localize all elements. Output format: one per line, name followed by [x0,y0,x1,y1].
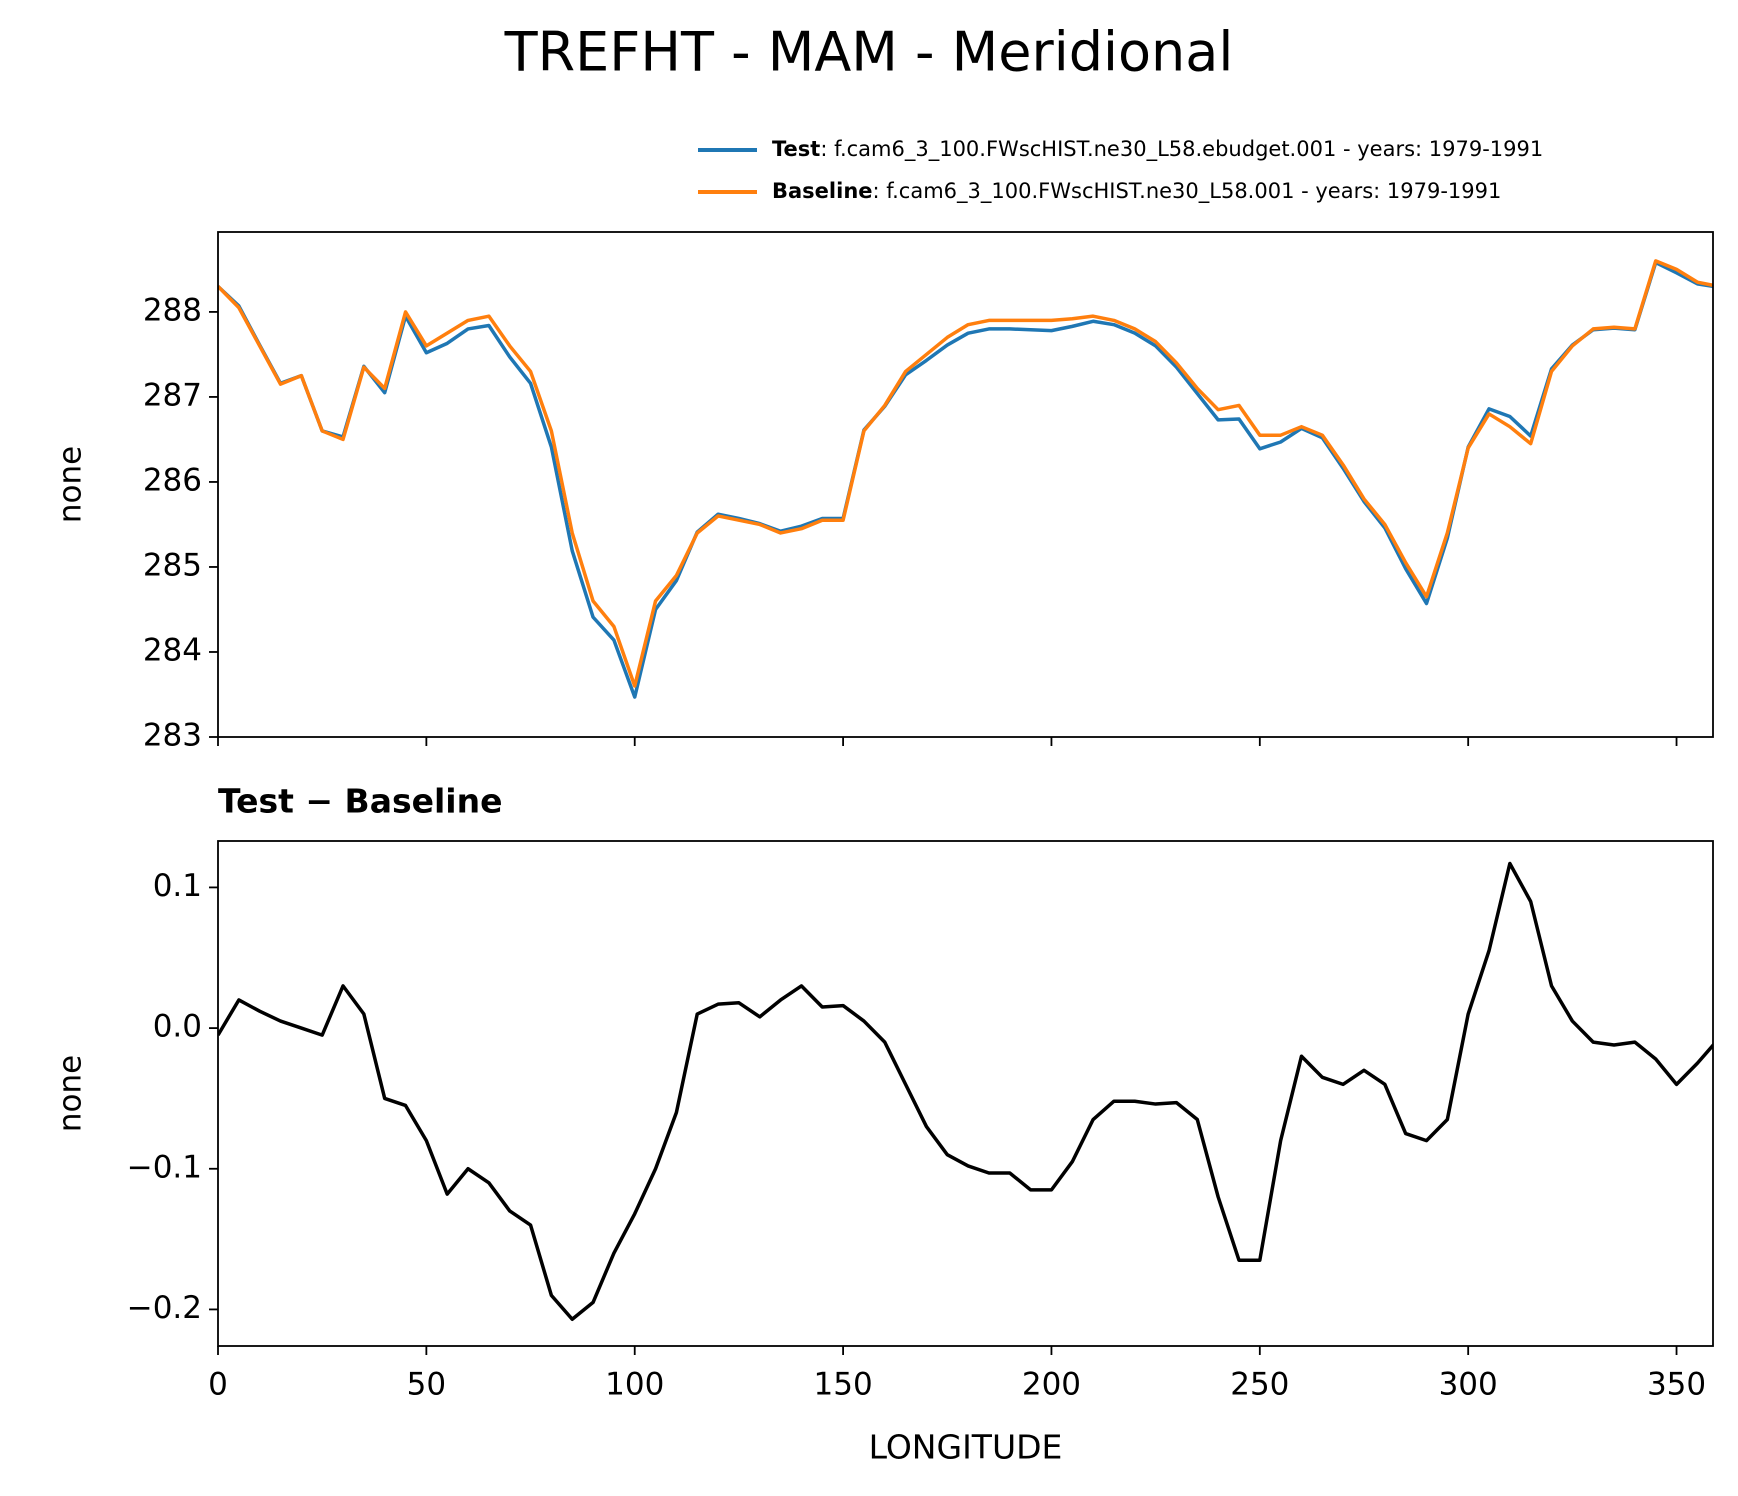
x-tick-label: 50 [407,1367,446,1403]
y-tick-label: 286 [143,462,202,498]
y-axis-label: none [53,446,89,523]
x-tick-label: 300 [1439,1367,1498,1403]
y-tick-label: 284 [143,632,202,668]
y-tick-label: 285 [143,547,202,583]
legend-description: : f.cam6_3_100.FWscHIST.ne30_L58.ebudget… [820,137,1543,162]
legend-label: Baseline: f.cam6_3_100.FWscHIST.ne30_L58… [772,179,1501,204]
y-tick-label: 288 [143,292,202,328]
x-axis-label: LONGITUDE [869,1428,1063,1467]
x-tick-label: 200 [1022,1367,1081,1403]
x-tick-label: 100 [605,1367,664,1403]
legend-description: : f.cam6_3_100.FWscHIST.ne30_L58.001 - y… [873,179,1502,204]
line [218,259,1713,688]
axes-frame [217,840,1714,1347]
legend-name: Test [772,137,820,161]
line [218,861,1713,1322]
x-tick-label: 350 [1647,1367,1706,1403]
subplot-title: Test − Baseline [218,782,503,821]
y-tick-label: −0.2 [127,1290,202,1326]
axes-frame [217,231,1714,738]
figure-title: TREFHT - MAM - Meridional [504,21,1234,84]
y-tick-label: 0.1 [153,868,202,904]
legend-label: Test: f.cam6_3_100.FWscHIST.ne30_L58.ebu… [772,137,1543,162]
y-tick-label: 287 [143,377,202,413]
x-tick-label: 0 [208,1367,228,1403]
y-tick-label: 283 [143,718,202,754]
line [218,260,1713,699]
y-tick-label: 0.0 [153,1009,202,1045]
legend-name: Baseline [772,179,873,203]
y-tick-label: −0.1 [127,1149,202,1185]
x-tick-label: 250 [1230,1367,1289,1403]
y-axis-label: none [53,1055,89,1132]
x-tick-label: 150 [814,1367,873,1403]
